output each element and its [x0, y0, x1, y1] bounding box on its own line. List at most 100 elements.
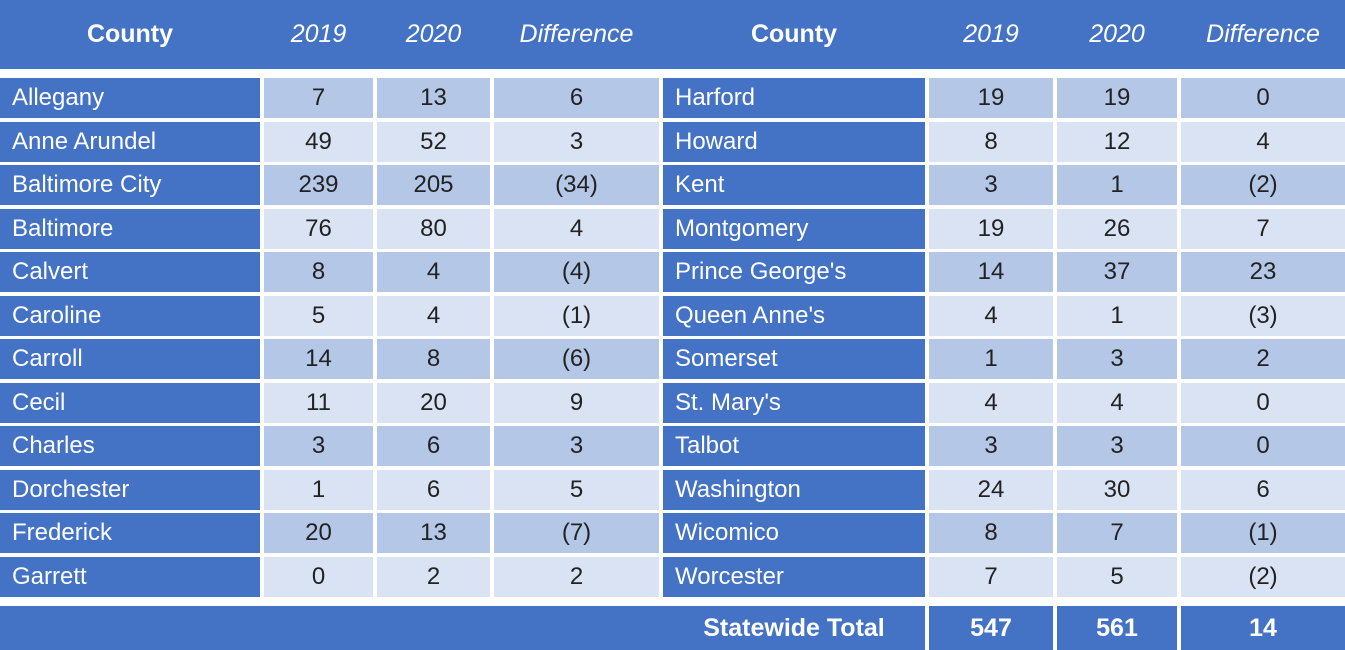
difference-cell: 2 — [494, 556, 659, 597]
difference-cell: (2) — [1181, 556, 1345, 597]
table-row: Frederick 20 13 (7) — [0, 513, 659, 553]
value-2019-cell: 0 — [264, 556, 373, 597]
value-2020-cell: 7 — [1057, 513, 1177, 553]
value-2019-cell: 7 — [929, 556, 1053, 597]
difference-cell: (34) — [494, 165, 659, 205]
county-name-cell: Worcester — [663, 556, 925, 597]
column-header-county-right: County — [750, 20, 838, 48]
table-row: Carroll 14 8 (6) — [0, 339, 659, 379]
column-header-difference-left: Difference — [519, 20, 634, 48]
value-2020-cell: 20 — [377, 382, 490, 423]
value-2019-cell: 19 — [929, 78, 1053, 118]
county-name-cell: Anne Arundel — [0, 121, 260, 162]
county-name-cell: Queen Anne's — [663, 295, 925, 336]
column-header-2020-left: 2020 — [405, 20, 462, 48]
statewide-total-2020: 561 — [1057, 606, 1177, 650]
left-table-body: Allegany 7 13 6 Anne Arundel 49 52 3 Baltimore C… — [0, 78, 659, 597]
table-header-band: County 2019 2020 Difference County 2019 … — [0, 0, 1345, 69]
value-2019-cell: 11 — [264, 382, 373, 423]
table-row: Queen Anne's 4 1 (3) — [663, 295, 1345, 336]
column-header-county-left: County — [86, 20, 174, 48]
difference-cell: 6 — [1181, 469, 1345, 510]
county-name-cell: Allegany — [0, 78, 260, 118]
column-header-2020-right: 2020 — [1089, 20, 1145, 48]
difference-cell: 0 — [1181, 426, 1345, 466]
difference-cell: 9 — [494, 382, 659, 423]
county-name-cell: Baltimore City — [0, 165, 260, 205]
value-2019-cell: 49 — [264, 121, 373, 162]
county-name-cell: Talbot — [663, 426, 925, 466]
table-row: Harford 19 19 0 — [663, 78, 1345, 118]
county-name-cell: Somerset — [663, 339, 925, 379]
value-2019-cell: 239 — [264, 165, 373, 205]
value-2019-cell: 3 — [929, 165, 1053, 205]
value-2020-cell: 6 — [377, 426, 490, 466]
value-2019-cell: 24 — [929, 469, 1053, 510]
county-name-cell: Wicomico — [663, 513, 925, 553]
column-header-2019-right: 2019 — [963, 20, 1019, 48]
column-header-difference-right: Difference — [1206, 20, 1320, 48]
value-2020-cell: 13 — [377, 78, 490, 118]
county-name-cell: Montgomery — [663, 208, 925, 249]
county-name-cell: Charles — [0, 426, 260, 466]
difference-cell: 2 — [1181, 339, 1345, 379]
county-name-cell: Carroll — [0, 339, 260, 379]
value-2019-cell: 14 — [929, 252, 1053, 292]
difference-cell: (6) — [494, 339, 659, 379]
statewide-total-2019: 547 — [929, 606, 1053, 650]
value-2019-cell: 8 — [929, 121, 1053, 162]
difference-cell: 4 — [494, 208, 659, 249]
value-2020-cell: 37 — [1057, 252, 1177, 292]
county-name-cell: Baltimore — [0, 208, 260, 249]
difference-cell: 0 — [1181, 382, 1345, 423]
table-row: Worcester 7 5 (2) — [663, 556, 1345, 597]
value-2020-cell: 52 — [377, 121, 490, 162]
value-2020-cell: 1 — [1057, 165, 1177, 205]
county-name-cell: Harford — [663, 78, 925, 118]
column-header-2019-left: 2019 — [290, 20, 347, 48]
difference-cell: 3 — [494, 426, 659, 466]
value-2019-cell: 3 — [929, 426, 1053, 466]
difference-cell: (1) — [494, 295, 659, 336]
table-row: Baltimore 76 80 4 — [0, 208, 659, 249]
value-2019-cell: 14 — [264, 339, 373, 379]
county-name-cell: Caroline — [0, 295, 260, 336]
difference-cell: 5 — [494, 469, 659, 510]
footer-blue-band: Statewide Total — [0, 606, 925, 650]
county-name-cell: Washington — [663, 469, 925, 510]
table-row: Somerset 1 3 2 — [663, 339, 1345, 379]
table-row: Montgomery 19 26 7 — [663, 208, 1345, 249]
county-name-cell: Cecil — [0, 382, 260, 423]
table-row: Kent 3 1 (2) — [663, 165, 1345, 205]
table-row: Allegany 7 13 6 — [0, 78, 659, 118]
difference-cell: (1) — [1181, 513, 1345, 553]
county-name-cell: Calvert — [0, 252, 260, 292]
county-name-cell: Garrett — [0, 556, 260, 597]
value-2019-cell: 5 — [264, 295, 373, 336]
value-2019-cell: 8 — [929, 513, 1053, 553]
value-2019-cell: 4 — [929, 382, 1053, 423]
difference-cell: (4) — [494, 252, 659, 292]
value-2020-cell: 8 — [377, 339, 490, 379]
county-name-cell: Prince George's — [663, 252, 925, 292]
table-row: Washington 24 30 6 — [663, 469, 1345, 510]
value-2020-cell: 4 — [377, 295, 490, 336]
county-name-cell: Kent — [663, 165, 925, 205]
table-row: Talbot 3 3 0 — [663, 426, 1345, 466]
county-name-cell: Dorchester — [0, 469, 260, 510]
difference-cell: (7) — [494, 513, 659, 553]
value-2020-cell: 4 — [377, 252, 490, 292]
table-row: Dorchester 1 6 5 — [0, 469, 659, 510]
value-2019-cell: 3 — [264, 426, 373, 466]
table-row: Calvert 8 4 (4) — [0, 252, 659, 292]
value-2020-cell: 6 — [377, 469, 490, 510]
value-2019-cell: 76 — [264, 208, 373, 249]
county-name-cell: St. Mary's — [663, 382, 925, 423]
value-2020-cell: 12 — [1057, 121, 1177, 162]
value-2020-cell: 4 — [1057, 382, 1177, 423]
difference-cell: 3 — [494, 121, 659, 162]
table-row: Wicomico 8 7 (1) — [663, 513, 1345, 553]
table-row: Charles 3 6 3 — [0, 426, 659, 466]
table-row: St. Mary's 4 4 0 — [663, 382, 1345, 423]
